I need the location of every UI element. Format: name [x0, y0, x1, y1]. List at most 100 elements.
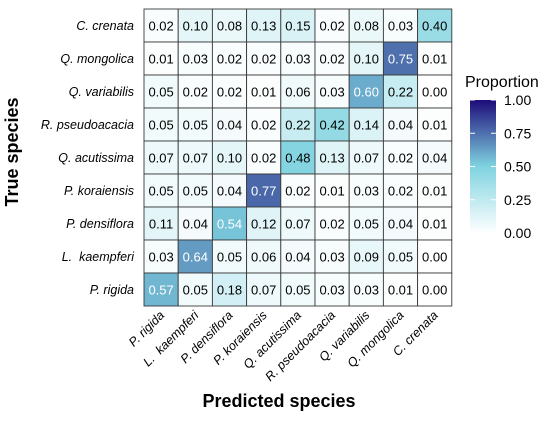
cell-value-label: 0.10 — [354, 52, 379, 67]
heatmap-cell — [348, 239, 384, 274]
cell-value-label: 0.09 — [354, 250, 379, 265]
heatmap-cell — [417, 272, 453, 307]
heatmap-cell — [143, 107, 179, 142]
heatmap-cell — [143, 41, 179, 76]
cell-value-label: 0.04 — [285, 250, 310, 265]
cell-value-label: 0.02 — [319, 52, 344, 67]
cell-value-label: 0.05 — [217, 250, 242, 265]
heatmap-cell — [417, 41, 453, 76]
y-tick-label: Q. mongolica — [60, 52, 134, 66]
cell-value-label: 0.04 — [388, 217, 413, 232]
legend-tick-label: 0.75 — [504, 125, 531, 141]
cell-value-label: 0.05 — [148, 85, 173, 100]
cell-value-label: 0.02 — [148, 19, 173, 34]
cell-value-label: 0.07 — [251, 283, 276, 298]
cell-value-label: 0.00 — [422, 85, 447, 100]
cell-value-label: 0.05 — [285, 283, 310, 298]
heatmap-cell — [177, 206, 213, 241]
y-tick-label: L. kaempferi — [62, 250, 135, 264]
heatmap-cell — [417, 239, 453, 274]
heatmap-cell — [211, 41, 248, 76]
cell-value-label: 0.05 — [183, 283, 208, 298]
cell-value-label: 0.03 — [148, 250, 173, 265]
cell-value-label: 0.03 — [354, 184, 379, 199]
cell-value-label: 0.04 — [217, 118, 242, 133]
cell-value-label: 0.15 — [285, 19, 310, 34]
cell-value-label: 0.48 — [285, 151, 310, 166]
cell-value-label: 0.05 — [148, 118, 173, 133]
heatmap-cell — [382, 41, 419, 76]
cell-value-label: 0.02 — [388, 151, 413, 166]
heatmap-cell — [417, 140, 453, 175]
cell-value-label: 0.03 — [319, 85, 344, 100]
cell-value-label: 0.02 — [217, 85, 242, 100]
heatmap-cell — [314, 8, 350, 43]
y-axis-title: True species — [2, 97, 22, 206]
heatmap-cell — [246, 239, 282, 274]
y-tick-label: C. crenata — [76, 19, 134, 33]
cell-value-label: 0.03 — [319, 250, 344, 265]
cell-value-label: 0.04 — [217, 184, 242, 199]
cell-value-label: 0.03 — [319, 283, 344, 298]
cell-value-label: 0.18 — [217, 283, 242, 298]
cell-value-label: 0.01 — [388, 283, 413, 298]
y-tick-label: Q. acutissima — [58, 151, 134, 165]
legend-tick-label: 0.00 — [504, 225, 531, 241]
heatmap-cell — [280, 206, 316, 241]
heatmap-cell — [417, 173, 453, 208]
heatmap-cell — [177, 173, 213, 208]
heatmap-cell — [211, 239, 248, 274]
cell-value-label: 0.22 — [285, 118, 310, 133]
cell-value-label: 0.22 — [388, 85, 413, 100]
y-tick-label: R. pseudoacacia — [41, 118, 134, 132]
heatmap-cell — [246, 272, 282, 307]
heatmap-cell — [143, 8, 179, 43]
heatmap-cell — [280, 74, 316, 109]
cell-value-label: 0.60 — [354, 85, 379, 100]
cell-value-label: 0.04 — [422, 151, 447, 166]
cell-value-label: 0.03 — [354, 283, 379, 298]
cell-value-label: 0.13 — [319, 151, 344, 166]
cell-value-label: 0.07 — [183, 151, 208, 166]
cell-value-label: 0.06 — [285, 85, 310, 100]
x-axis-title: Predicted species — [202, 391, 355, 411]
cell-value-label: 0.02 — [217, 52, 242, 67]
heatmap-cell — [143, 206, 179, 241]
cell-value-label: 0.10 — [183, 19, 208, 34]
cell-value-label: 0.08 — [217, 19, 242, 34]
cell-value-label: 0.01 — [422, 118, 447, 133]
cell-value-label: 0.01 — [422, 184, 447, 199]
y-tick-label: P. densiflora — [66, 217, 134, 231]
cell-value-label: 0.02 — [183, 85, 208, 100]
cell-value-label: 0.01 — [251, 85, 276, 100]
heatmap-cell — [143, 140, 179, 175]
cell-value-label: 0.02 — [319, 19, 344, 34]
cell-value-label: 0.03 — [388, 19, 413, 34]
heatmap-cells: 0.02 0.10 0.08 0.13 0.15 0.02 0.08 0.03 0.40 0.01… — [143, 8, 453, 307]
heatmap-cell — [246, 107, 282, 142]
cell-value-label: 0.07 — [354, 151, 379, 166]
cell-value-label: 0.03 — [183, 52, 208, 67]
cell-value-label: 0.05 — [148, 184, 173, 199]
legend-ticks: 1.00 0.75 0.50 0.25 0.00 — [470, 92, 531, 241]
cell-value-label: 0.10 — [217, 151, 242, 166]
heatmap-cell — [211, 74, 248, 109]
y-tick-label: P. koraiensis — [64, 184, 134, 198]
heatmap-cell — [211, 272, 248, 307]
heatmap-cell — [382, 8, 419, 43]
y-tick-labels: C. crenata Q. mongolica Q. variabilis R. ps… — [41, 19, 135, 297]
heatmap-cell — [280, 272, 316, 307]
heatmap-cell — [314, 173, 350, 208]
heatmap-cell — [143, 173, 179, 208]
cell-value-label: 0.02 — [251, 52, 276, 67]
heatmap-cell — [348, 272, 384, 307]
cell-value-label: 0.42 — [319, 118, 344, 133]
legend-tick-label: 0.50 — [504, 159, 531, 175]
heatmap-cell — [143, 272, 179, 307]
cell-value-label: 0.54 — [217, 217, 242, 232]
cell-value-label: 0.12 — [251, 217, 276, 232]
cell-value-label: 0.14 — [354, 118, 379, 133]
heatmap-cell — [177, 8, 213, 43]
cell-value-label: 0.08 — [354, 19, 379, 34]
